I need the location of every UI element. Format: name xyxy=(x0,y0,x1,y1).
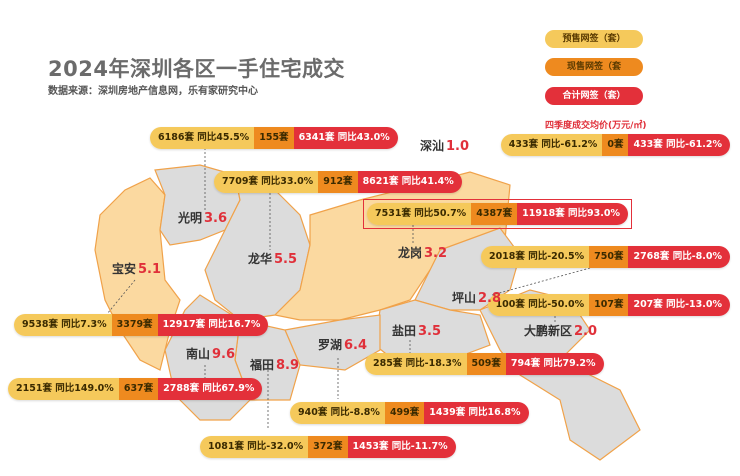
current-value: 509套 xyxy=(466,353,506,375)
district-stats-guangming: 6186套 同比45.5% 155套 6341套 同比43.0% xyxy=(150,127,398,149)
presale-value: 433套 同比-61.2% xyxy=(500,134,603,156)
district-price: 1.0 xyxy=(446,139,470,154)
total-value: 2768套 同比-8.0% xyxy=(628,246,730,268)
presale-value: 6186套 同比45.5% xyxy=(150,127,255,149)
current-value: 912套 xyxy=(318,171,358,193)
legend-total: 合计网签（套） xyxy=(545,87,643,105)
district-name: 深汕 xyxy=(420,139,445,153)
data-source: 数据来源：深圳房地产信息网，乐有家研究中心 xyxy=(48,86,258,97)
district-price: 6.4 xyxy=(344,338,368,353)
district-name: 光明 xyxy=(178,211,203,225)
district-stats-dapeng: 100套 同比-50.0% 107套 207套 同比-13.0% xyxy=(487,294,730,316)
district-stats-luohu: 940套 同比-8.8% 499套 1439套 同比16.8% xyxy=(290,402,529,424)
district-label-longhua: 龙华 5.5 xyxy=(248,250,297,267)
legend-presale: 预售网签（套） xyxy=(545,30,643,48)
legend-price: 四季度成交均价(万元/㎡) xyxy=(545,121,647,131)
current-value: 637套 xyxy=(118,378,159,400)
presale-value: 9538套 同比7.3% xyxy=(14,314,112,336)
presale-value: 940套 同比-8.8% xyxy=(290,402,385,424)
current-value: 155套 xyxy=(254,127,294,149)
presale-value: 2018套 同比-20.5% xyxy=(480,246,590,268)
district-price: 3.5 xyxy=(418,324,442,339)
district-name: 南山 xyxy=(186,347,211,361)
current-value: 0套 xyxy=(602,134,629,156)
total-value: 1439套 同比16.8% xyxy=(424,402,529,424)
total-value: 11918套 同比93.0% xyxy=(517,203,628,225)
district-label-yantian: 盐田 3.5 xyxy=(392,322,441,339)
district-yantian xyxy=(374,299,491,366)
district-stats-baoan: 9538套 同比7.3% 3379套 12917套 同比16.7% xyxy=(14,314,269,336)
district-price: 3.2 xyxy=(424,246,448,261)
district-label-baoan: 宝安 5.1 xyxy=(112,260,161,277)
district-stats-nanshan: 2151套 同比149.0% 637套 2788套 同比67.9% xyxy=(8,378,263,400)
leader-lines xyxy=(106,148,591,430)
district-price: 8.9 xyxy=(276,358,300,373)
total-value: 794套 同比79.2% xyxy=(505,353,604,375)
district-label-dapeng: 大鹏新区 2.0 xyxy=(524,322,597,339)
total-value: 207套 同比-13.0% xyxy=(628,294,730,316)
legend-current: 现售网签（套 xyxy=(545,58,643,76)
presale-value: 7531套 同比50.7% xyxy=(367,203,472,225)
total-value: 1453套 同比-11.7% xyxy=(347,436,456,458)
district-stats-pingshan: 2018套 同比-20.5% 750套 2768套 同比-8.0% xyxy=(480,246,730,268)
district-label-pingshan: 坪山 2.8 xyxy=(452,289,501,306)
district-name: 龙岗 xyxy=(398,246,423,260)
district-name: 罗湖 xyxy=(318,338,343,352)
district-price: 5.5 xyxy=(274,252,298,267)
district-name: 龙华 xyxy=(248,252,273,266)
district-label-nanshan: 南山 9.6 xyxy=(186,345,235,362)
presale-value: 100套 同比-50.0% xyxy=(487,294,590,316)
district-name: 盐田 xyxy=(392,324,417,338)
district-label-shenshan: 深汕 1.0 xyxy=(420,137,469,154)
district-price: 2.0 xyxy=(574,324,598,339)
current-value: 4387套 xyxy=(471,203,518,225)
total-value: 2788套 同比67.9% xyxy=(158,378,263,400)
district-stats-yantian: 285套 同比-18.3% 509套 794套 同比79.2% xyxy=(365,353,604,375)
district-price: 3.6 xyxy=(204,211,228,226)
district-stats-longgang: 7531套 同比50.7% 4387套 11918套 同比93.0% xyxy=(367,203,628,225)
district-stats-longhua: 7709套 同比33.0% 912套 8621套 同比41.4% xyxy=(214,171,462,193)
current-value: 372套 xyxy=(308,436,348,458)
district-price: 2.8 xyxy=(478,291,502,306)
total-value: 8621套 同比41.4% xyxy=(357,171,462,193)
presale-value: 1081套 同比-32.0% xyxy=(200,436,309,458)
district-stats-shenshan: 433套 同比-61.2% 0套 433套 同比-61.2% xyxy=(500,134,730,156)
total-value: 12917套 同比16.7% xyxy=(157,314,269,336)
page-title: 2024年深圳各区一手住宅成交 xyxy=(48,57,345,81)
current-value: 750套 xyxy=(589,246,629,268)
total-value: 6341套 同比43.0% xyxy=(293,127,398,149)
district-label-luohu: 罗湖 6.4 xyxy=(318,336,367,353)
district-name: 宝安 xyxy=(112,262,137,276)
district-label-futian: 福田 8.9 xyxy=(250,356,299,373)
district-name: 坪山 xyxy=(452,291,477,305)
current-value: 499套 xyxy=(384,402,425,424)
presale-value: 7709套 同比33.0% xyxy=(214,171,319,193)
presale-value: 2151套 同比149.0% xyxy=(8,378,119,400)
district-stats-futian: 1081套 同比-32.0% 372套 1453套 同比-11.7% xyxy=(200,436,456,458)
current-value: 107套 xyxy=(589,294,629,316)
district-name: 大鹏新区 xyxy=(524,324,573,338)
total-value: 433套 同比-61.2% xyxy=(628,134,730,156)
district-name: 福田 xyxy=(250,358,275,372)
district-price: 5.1 xyxy=(138,262,162,277)
district-price: 9.6 xyxy=(212,347,236,362)
district-label-guangming: 光明 3.6 xyxy=(178,209,227,226)
presale-value: 285套 同比-18.3% xyxy=(365,353,467,375)
current-value: 3379套 xyxy=(111,314,158,336)
district-label-longgang: 龙岗 3.2 xyxy=(398,244,447,261)
highlight-box: 7531套 同比50.7% 4387套 11918套 同比93.0% xyxy=(363,199,632,229)
